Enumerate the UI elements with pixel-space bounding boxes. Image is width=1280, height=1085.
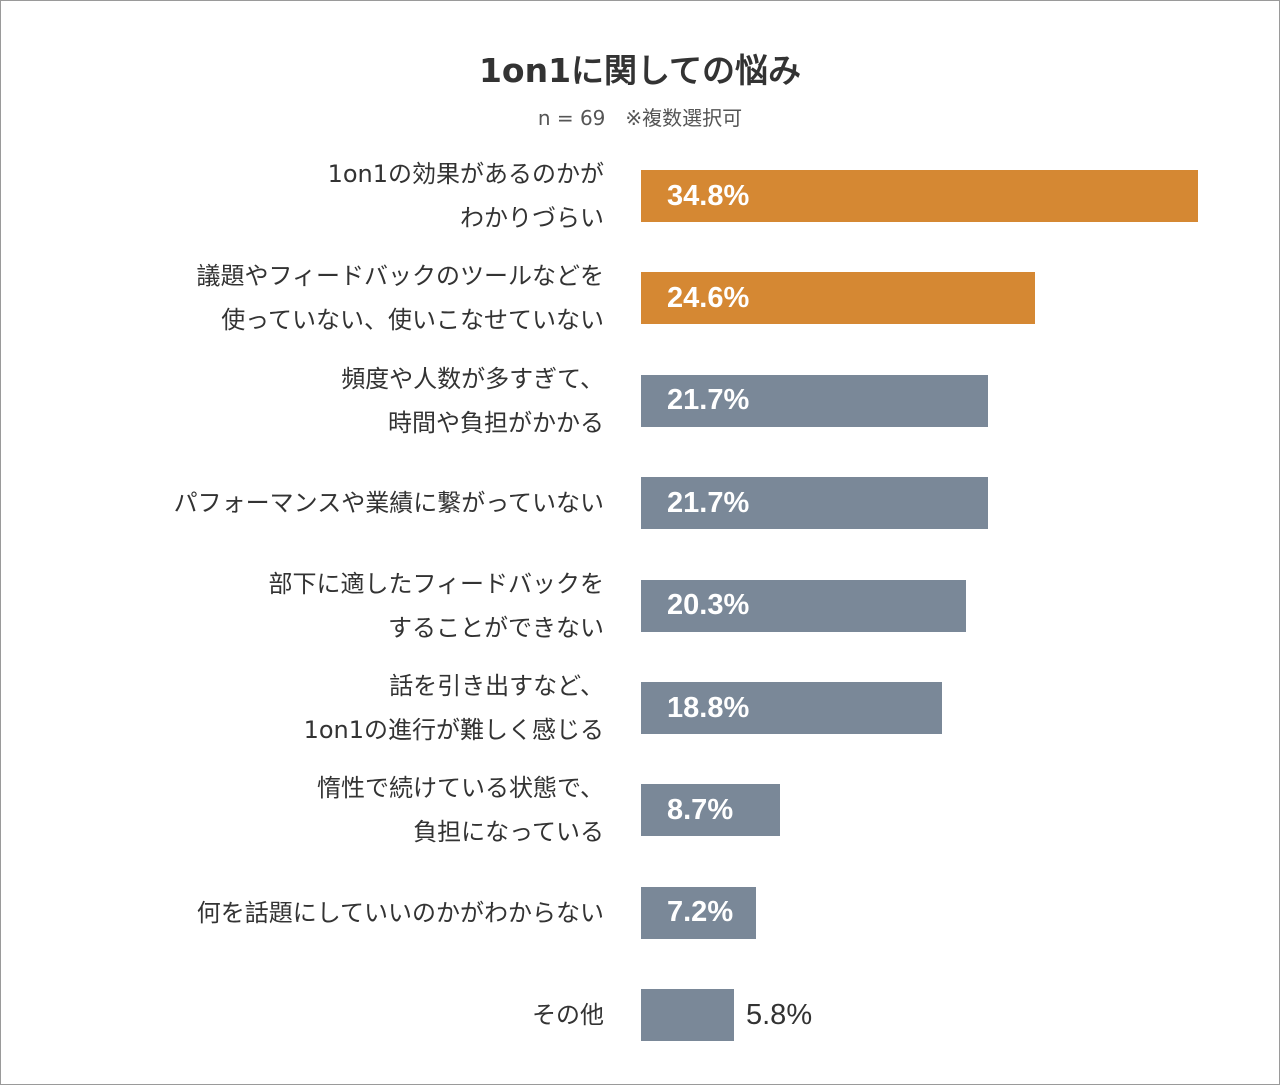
bar-row: 話を引き出すなど、 1on1の進行が難しく感じる 18.8% — [0, 656, 1280, 760]
bar: 34.8% — [641, 170, 1198, 222]
bar-value-label: 20.3% — [667, 589, 750, 622]
category-label-line: 負担になっている — [413, 818, 604, 847]
bar-value-label: 24.6% — [667, 281, 750, 314]
category-label: 惰性で続けている状態で、負担になっている — [317, 758, 604, 862]
category-label-line: 時間や負担がかかる — [388, 408, 604, 437]
bar: 24.6% — [641, 272, 1035, 325]
category-label-line: 議題やフィードバックのツールなどを — [196, 262, 604, 291]
bar-value-label: 21.7% — [667, 384, 750, 417]
bar — [641, 989, 734, 1042]
bar-row: 何を話題にしていいのかがわからない 7.2% — [0, 861, 1280, 965]
category-label: 何を話題にしていいのかがわからない — [197, 861, 604, 965]
bar-value-label: 18.8% — [667, 691, 750, 724]
category-label-line: 1on1の効果があるのかが — [327, 160, 604, 188]
bar: 21.7% — [641, 477, 988, 530]
category-label-line: その他 — [532, 1001, 604, 1030]
category-label: 頻度や人数が多すぎて、時間や負担がかかる — [341, 349, 604, 453]
bar-row: 部下に適したフィードバックをすることができない 20.3% — [0, 554, 1280, 658]
category-label: 話を引き出すなど、 1on1の進行が難しく感じる — [304, 656, 604, 760]
bar-value-label: 5.8% — [746, 998, 813, 1031]
category-label-line: 部下に適したフィードバックを — [268, 569, 604, 598]
category-label: その他 — [532, 963, 604, 1067]
category-label-line: 話を引き出すなど、 — [389, 672, 604, 700]
category-label-line: 惰性で続けている状態で、 — [316, 774, 604, 803]
bar-value-label: 21.7% — [667, 486, 750, 519]
chart-title: 1on1に関しての悩み — [478, 51, 802, 90]
category-label-line: 使っていない、使いこなせていない — [221, 306, 604, 335]
category-label-line: パフォーマンスや業績に繋がっていない — [173, 489, 604, 518]
bar-value-label: 8.7% — [667, 793, 734, 826]
category-label-line: 頻度や人数が多すぎて、 — [341, 364, 604, 393]
bar: 21.7% — [641, 374, 988, 427]
category-label-line: わかりづらい — [460, 204, 604, 232]
bar: 7.2% — [641, 886, 756, 939]
bar-row: 1on1の効果があるのかがわかりづらい 34.8% — [0, 144, 1280, 248]
bar-row: 議題やフィードバックのツールなどを使っていない、使いこなせていない 24.6% — [0, 246, 1280, 350]
bar: 20.3% — [641, 579, 966, 632]
chart-subtitle: n = 69 ※複数選択可 — [537, 106, 743, 130]
category-label: パフォーマンスや業績に繋がっていない — [174, 451, 604, 555]
category-label: 議題やフィードバックのツールなどを使っていない、使いこなせていない — [196, 246, 604, 350]
category-label: 部下に適したフィードバックをすることができない — [268, 554, 604, 658]
category-label-line: することができない — [388, 613, 604, 642]
bar: 8.7% — [641, 784, 780, 837]
bar: 18.8% — [641, 682, 942, 734]
bar-row: その他 5.8% — [0, 963, 1280, 1067]
bar-row: 惰性で続けている状態で、負担になっている 8.7% — [0, 758, 1280, 862]
bar-value-label: 7.2% — [667, 896, 734, 929]
category-label: 1on1の効果があるのかがわかりづらい — [328, 144, 604, 248]
category-label-line: 何を話題にしていいのかがわからない — [196, 898, 604, 927]
bar-value-label: 34.8% — [667, 179, 750, 212]
bar-row: 頻度や人数が多すぎて、時間や負担がかかる 21.7% — [0, 349, 1280, 453]
category-label-line: 1on1の進行が難しく感じる — [303, 716, 604, 744]
bar-row: パフォーマンスや業績に繋がっていない 21.7% — [0, 451, 1280, 555]
